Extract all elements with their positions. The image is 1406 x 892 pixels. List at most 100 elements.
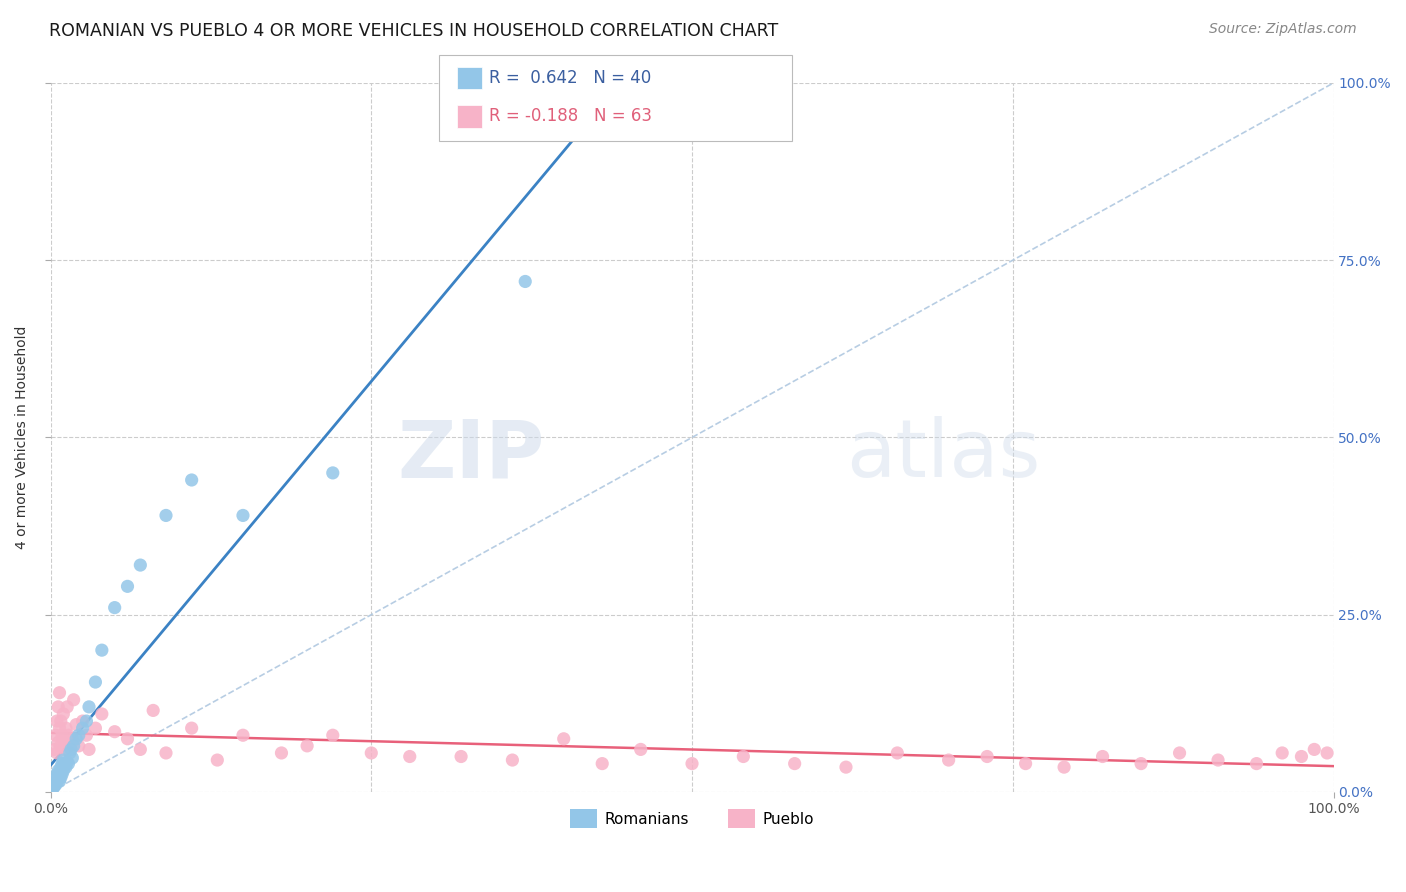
Point	[60, 742, 83, 756]
Point	[1303, 742, 1326, 756]
Point	[591, 756, 613, 771]
Point	[886, 746, 908, 760]
Point	[53, 742, 76, 756]
Point	[46, 699, 69, 714]
Point	[56, 699, 79, 714]
Point	[45, 746, 67, 760]
Point	[55, 721, 77, 735]
Point	[360, 746, 382, 760]
Point	[835, 760, 858, 774]
Point	[142, 703, 165, 717]
Point	[51, 756, 73, 771]
Point	[398, 749, 420, 764]
Point	[733, 749, 755, 764]
Text: Source: ZipAtlas.com: Source: ZipAtlas.com	[1209, 22, 1357, 37]
Text: R =  0.642   N = 40: R = 0.642 N = 40	[489, 69, 651, 87]
Point	[77, 699, 100, 714]
Point	[129, 742, 152, 756]
Point	[75, 714, 97, 728]
Point	[515, 275, 537, 289]
Point	[52, 731, 75, 746]
Point	[60, 731, 83, 746]
Point	[42, 781, 65, 796]
Point	[77, 742, 100, 756]
Point	[232, 508, 254, 523]
Point	[129, 558, 152, 572]
Point	[501, 753, 523, 767]
Point	[58, 728, 80, 742]
Point	[1130, 756, 1153, 771]
Point	[630, 742, 652, 756]
Point	[232, 728, 254, 742]
Point	[48, 774, 70, 789]
Point	[207, 753, 229, 767]
Point	[65, 731, 87, 746]
Point	[46, 735, 69, 749]
Point	[270, 746, 292, 760]
Point	[180, 721, 202, 735]
Point	[155, 508, 177, 523]
Point	[44, 742, 66, 756]
Point	[44, 779, 66, 793]
Point	[84, 675, 107, 690]
Point	[58, 756, 80, 771]
Point	[52, 706, 75, 721]
Point	[49, 771, 72, 785]
Point	[1091, 749, 1114, 764]
Point	[52, 764, 75, 778]
Point	[976, 749, 998, 764]
Point	[49, 739, 72, 753]
Y-axis label: 4 or more Vehicles in Household: 4 or more Vehicles in Household	[15, 326, 30, 549]
Point	[180, 473, 202, 487]
Point	[45, 714, 67, 728]
Point	[55, 760, 77, 774]
Point	[117, 731, 139, 746]
Point	[938, 753, 960, 767]
Point	[51, 767, 73, 781]
Point	[1014, 756, 1036, 771]
Point	[48, 767, 70, 781]
Point	[45, 778, 67, 792]
Point	[1246, 756, 1268, 771]
Point	[65, 717, 87, 731]
Point	[104, 724, 127, 739]
Point	[67, 739, 90, 753]
Point	[53, 758, 76, 772]
Text: R = -0.188   N = 63: R = -0.188 N = 63	[489, 107, 652, 125]
Point	[1053, 760, 1076, 774]
Point	[52, 753, 75, 767]
Point	[45, 774, 67, 789]
Point	[48, 721, 70, 735]
Point	[553, 731, 575, 746]
Point	[104, 600, 127, 615]
Point	[1316, 746, 1339, 760]
Point	[1271, 746, 1294, 760]
Point	[48, 686, 70, 700]
Point	[45, 767, 67, 781]
Point	[59, 746, 82, 760]
Point	[322, 466, 344, 480]
Point	[46, 764, 69, 778]
Text: atlas: atlas	[846, 417, 1040, 494]
Point	[1206, 753, 1229, 767]
Point	[295, 739, 318, 753]
Point	[90, 643, 112, 657]
Point	[46, 772, 69, 787]
Point	[56, 755, 79, 769]
Point	[155, 746, 177, 760]
Point	[60, 751, 83, 765]
Legend: Romanians, Pueblo: Romanians, Pueblo	[564, 803, 820, 834]
Point	[51, 728, 73, 742]
Point	[1168, 746, 1191, 760]
Point	[75, 728, 97, 742]
Point	[45, 728, 67, 742]
Point	[62, 693, 84, 707]
Point	[90, 706, 112, 721]
Text: ROMANIAN VS PUEBLO 4 OR MORE VEHICLES IN HOUSEHOLD CORRELATION CHART: ROMANIAN VS PUEBLO 4 OR MORE VEHICLES IN…	[49, 22, 779, 40]
Point	[67, 728, 90, 742]
Point	[59, 739, 82, 753]
Point	[62, 739, 84, 753]
Point	[45, 771, 67, 785]
Point	[681, 756, 703, 771]
Point	[49, 760, 72, 774]
